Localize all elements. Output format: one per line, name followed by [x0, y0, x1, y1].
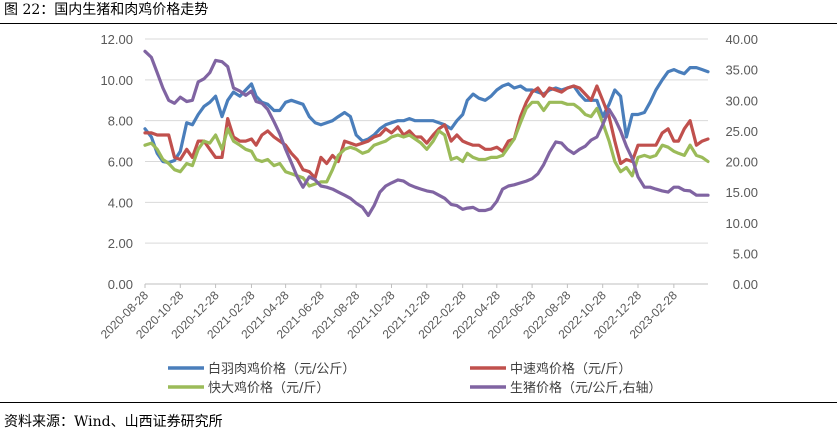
legend-label-4: 生猪价格（元/公斤,右轴） [510, 380, 662, 396]
right-tick-label: 15.00 [725, 185, 758, 200]
left-tick-label: 10.00 [100, 73, 133, 88]
legend-label-2: 中速鸡价格（元/斤） [510, 361, 631, 377]
legend-label-1: 白羽肉鸡价格（元/公斤） [208, 361, 355, 377]
series-line-4 [143, 49, 710, 217]
left-tick-label: 2.00 [108, 236, 133, 251]
right-tick-label: 5.00 [733, 246, 758, 261]
source-note: 资料来源：Wind、山西证券研究所 [4, 414, 223, 430]
left-tick-label: 8.00 [108, 114, 133, 129]
right-axis-ticks: 40.00 35.00 30.00 25.00 20.00 15.00 10.00 5.00 0… [725, 32, 758, 292]
right-tick-label: 30.00 [725, 93, 758, 108]
left-tick-label: 12.00 [100, 32, 133, 47]
line-chart: 12.00 10.00 8.00 6.00 4.00 2.00 0.00 40.00 35.0… [98, 32, 758, 396]
right-tick-label: 25.00 [725, 124, 758, 139]
right-tick-label: 20.00 [725, 155, 758, 170]
right-tick-label: 40.00 [725, 32, 758, 47]
right-tick-label: 0.00 [733, 277, 758, 292]
left-tick-label: 0.00 [108, 277, 133, 292]
source-divider [0, 402, 837, 403]
figure-title: 图 22：国内生猪和肉鸡价格走势 [4, 2, 209, 18]
series-lines [143, 49, 710, 217]
chart-legend: 白羽肉鸡价格（元/公斤） 中速鸡价格（元/斤） 快大鸡价格（元/斤） 生猪价格（元/公… [168, 361, 662, 396]
legend-label-3: 快大鸡价格（元/斤） [208, 380, 329, 396]
left-tick-label: 4.00 [108, 195, 133, 210]
series-line-1 [143, 65, 710, 165]
left-tick-label: 6.00 [108, 155, 133, 170]
title-divider [0, 23, 837, 24]
right-tick-label: 10.00 [725, 216, 758, 231]
series-line-3 [143, 100, 710, 188]
x-axis-ticks: 2020-08-282020-10-282020-12-282021-02-28… [98, 284, 680, 342]
right-tick-label: 35.00 [725, 63, 758, 78]
left-axis-ticks: 12.00 10.00 8.00 6.00 4.00 2.00 0.00 [100, 32, 133, 292]
series-line-2 [143, 84, 710, 180]
